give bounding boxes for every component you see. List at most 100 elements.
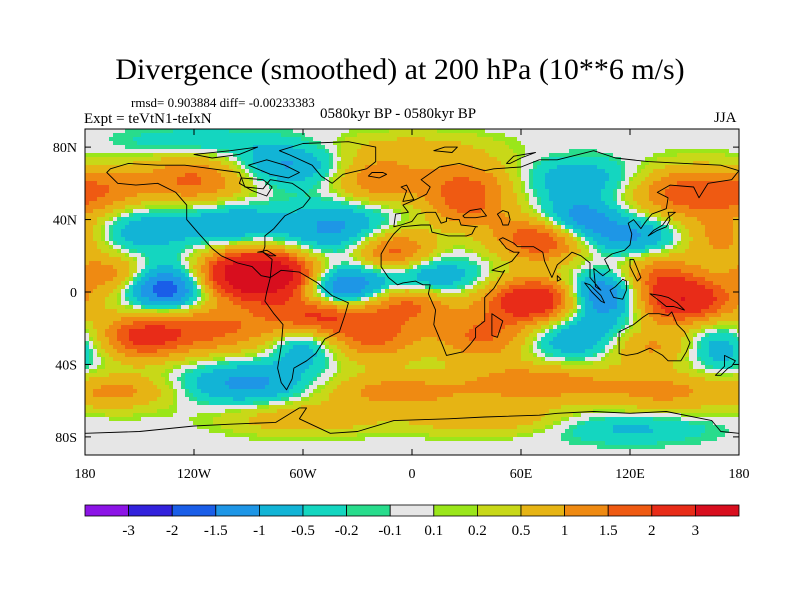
field-cell — [281, 185, 286, 190]
field-cell — [273, 169, 278, 174]
field-cell — [721, 245, 726, 250]
field-cell — [385, 145, 390, 150]
field-cell — [329, 205, 334, 210]
field-cell — [313, 205, 318, 210]
field-cell — [305, 197, 310, 202]
field-cell — [537, 237, 542, 242]
field-cell — [505, 189, 510, 194]
field-cell — [349, 153, 354, 158]
field-cell — [569, 201, 574, 206]
field-cell — [213, 177, 218, 182]
field-cell — [101, 217, 106, 222]
field-cell — [185, 181, 190, 186]
field-cell — [293, 181, 298, 186]
field-cell — [577, 185, 582, 190]
field-cell — [541, 225, 546, 230]
field-cell — [665, 233, 670, 238]
field-cell — [505, 181, 510, 186]
field-cell — [277, 205, 282, 210]
field-cell — [97, 181, 102, 186]
field-cell — [721, 165, 726, 170]
field-cell — [673, 213, 678, 218]
field-cell — [481, 129, 486, 134]
field-cell — [541, 217, 546, 222]
field-cell — [129, 201, 134, 206]
field-cell — [97, 133, 102, 138]
field-cell — [93, 153, 98, 158]
field-cell — [193, 205, 198, 210]
field-cell — [541, 209, 546, 214]
field-cell — [353, 197, 358, 202]
field-cell — [145, 249, 150, 254]
field-cell — [417, 169, 422, 174]
field-cell — [685, 149, 690, 154]
field-cell — [617, 145, 622, 150]
field-cell — [673, 157, 678, 162]
field-cell — [373, 141, 378, 146]
field-cell — [505, 157, 510, 162]
field-cell — [161, 165, 166, 170]
field-cell — [505, 177, 510, 182]
field-cell — [181, 233, 186, 238]
field-cell — [225, 181, 230, 186]
field-cell — [685, 189, 690, 194]
field-cell — [145, 245, 150, 250]
field-cell — [181, 197, 186, 202]
field-cell — [289, 169, 294, 174]
field-cell — [209, 169, 214, 174]
field-cell — [429, 157, 434, 162]
field-cell — [265, 157, 270, 162]
field-cell — [621, 229, 626, 234]
field-cell — [277, 217, 282, 222]
field-cell — [229, 149, 234, 154]
field-cell — [241, 233, 246, 238]
field-cell — [413, 193, 418, 198]
field-cell — [713, 161, 718, 166]
field-cell — [549, 177, 554, 182]
field-cell — [345, 133, 350, 138]
field-cell — [349, 129, 354, 134]
field-cell — [197, 189, 202, 194]
field-cell — [565, 165, 570, 170]
field-cell — [429, 169, 434, 174]
field-cell — [133, 193, 138, 198]
field-cell — [237, 149, 242, 154]
field-cell — [573, 169, 578, 174]
field-cell — [665, 133, 670, 138]
field-cell — [177, 181, 182, 186]
field-cell — [277, 181, 282, 186]
field-cell — [305, 153, 310, 158]
field-cell — [161, 249, 166, 254]
field-cell — [329, 149, 334, 154]
field-cell — [549, 217, 554, 222]
field-cell — [697, 229, 702, 234]
field-cell — [517, 189, 522, 194]
field-cell — [225, 173, 230, 178]
field-cell — [145, 165, 150, 170]
field-cell — [165, 213, 170, 218]
field-cell — [593, 173, 598, 178]
field-cell — [169, 245, 174, 250]
field-cell — [553, 209, 558, 214]
field-cell — [361, 173, 366, 178]
field-cell — [101, 241, 106, 246]
field-cell — [381, 193, 386, 198]
field-cell — [357, 237, 362, 242]
field-cell — [173, 193, 178, 198]
field-cell — [625, 153, 630, 158]
field-cell — [213, 173, 218, 178]
field-cell — [557, 185, 562, 190]
field-cell — [609, 217, 614, 222]
field-cell — [245, 237, 250, 242]
field-cell — [461, 181, 466, 186]
field-cell — [489, 221, 494, 226]
field-cell — [269, 161, 274, 166]
field-cell — [421, 133, 426, 138]
field-cell — [333, 181, 338, 186]
field-cell — [145, 145, 150, 150]
field-cell — [277, 149, 282, 154]
field-cell — [693, 197, 698, 202]
field-cell — [381, 201, 386, 206]
field-cell — [429, 189, 434, 194]
field-cell — [701, 141, 706, 146]
